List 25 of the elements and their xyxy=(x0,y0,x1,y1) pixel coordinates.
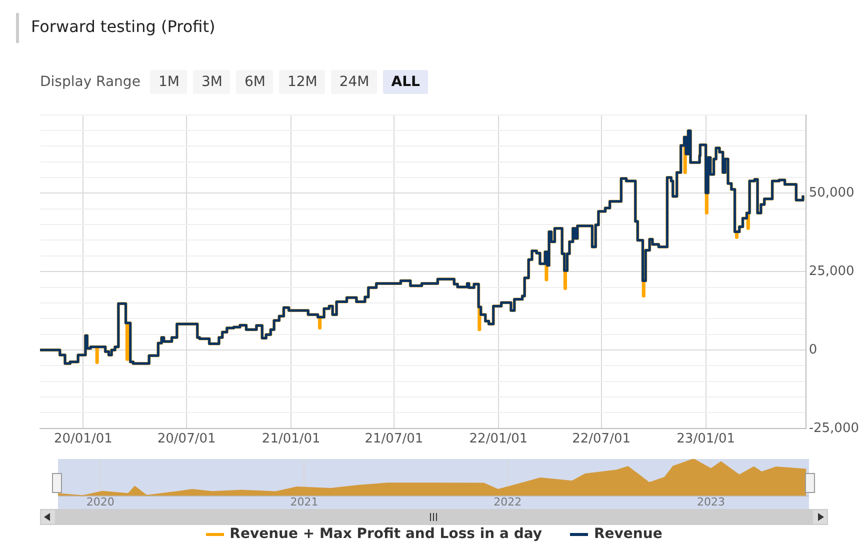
x-tick-label: 23/01/01 xyxy=(676,432,736,447)
x-tick-label: 21/01/01 xyxy=(262,432,320,447)
y-tick-label: -25,000 xyxy=(808,420,860,436)
chart-title: Forward testing (Profit) xyxy=(16,13,216,43)
x-tick-label: 2022 xyxy=(494,495,522,508)
text: ALL xyxy=(383,70,428,94)
x-tick-label: 2020 xyxy=(86,495,114,508)
x-tick-label: 21/07/01 xyxy=(364,432,424,447)
text: 12M xyxy=(279,70,326,94)
legend-label: Revenue xyxy=(594,526,662,542)
y-tick-label: 50,000 xyxy=(808,186,854,201)
x-tick-label: 20/01/01 xyxy=(54,432,112,447)
x-tick-label: 22/01/01 xyxy=(469,432,528,447)
text: 1M xyxy=(150,70,188,94)
legend-label: Revenue + Max Profit and Loss in a day xyxy=(230,526,542,542)
text: 24M xyxy=(331,70,378,94)
x-tick-label: 20/07/01 xyxy=(157,432,216,447)
x-tick-label: 2021 xyxy=(290,495,318,508)
y-tick-label: 0 xyxy=(808,342,818,358)
x-tick-label: 22/07/01 xyxy=(572,432,630,447)
text: 3M xyxy=(193,70,230,94)
x-tick-label: 2023 xyxy=(696,495,725,508)
text: Display Range xyxy=(40,74,140,90)
text: 6M xyxy=(236,70,274,94)
y-tick-label: 25,000 xyxy=(808,264,854,279)
